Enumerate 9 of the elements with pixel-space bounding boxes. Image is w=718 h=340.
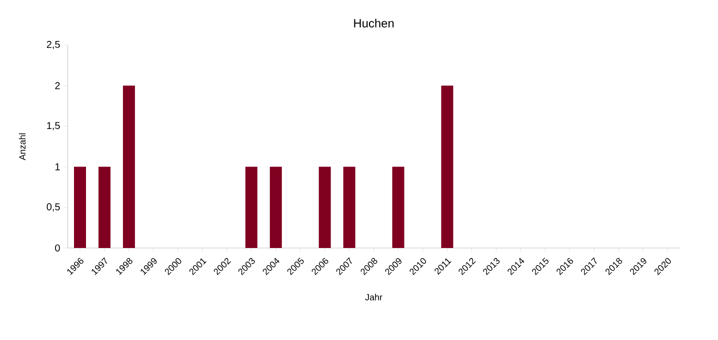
- x-axis-title: Jahr: [365, 294, 382, 300]
- y-tick-label: 0,5: [46, 203, 60, 212]
- y-axis-title: Anzahl: [18, 133, 26, 160]
- y-tick-label: 2: [55, 82, 60, 90]
- y-tick-label: 0: [55, 244, 60, 252]
- y-tick-label: 1: [55, 163, 60, 170]
- chart-title: Huchen: [354, 18, 394, 28]
- y-tick-label: 1,5: [47, 122, 60, 130]
- y-tick-label: 2,5: [46, 40, 60, 50]
